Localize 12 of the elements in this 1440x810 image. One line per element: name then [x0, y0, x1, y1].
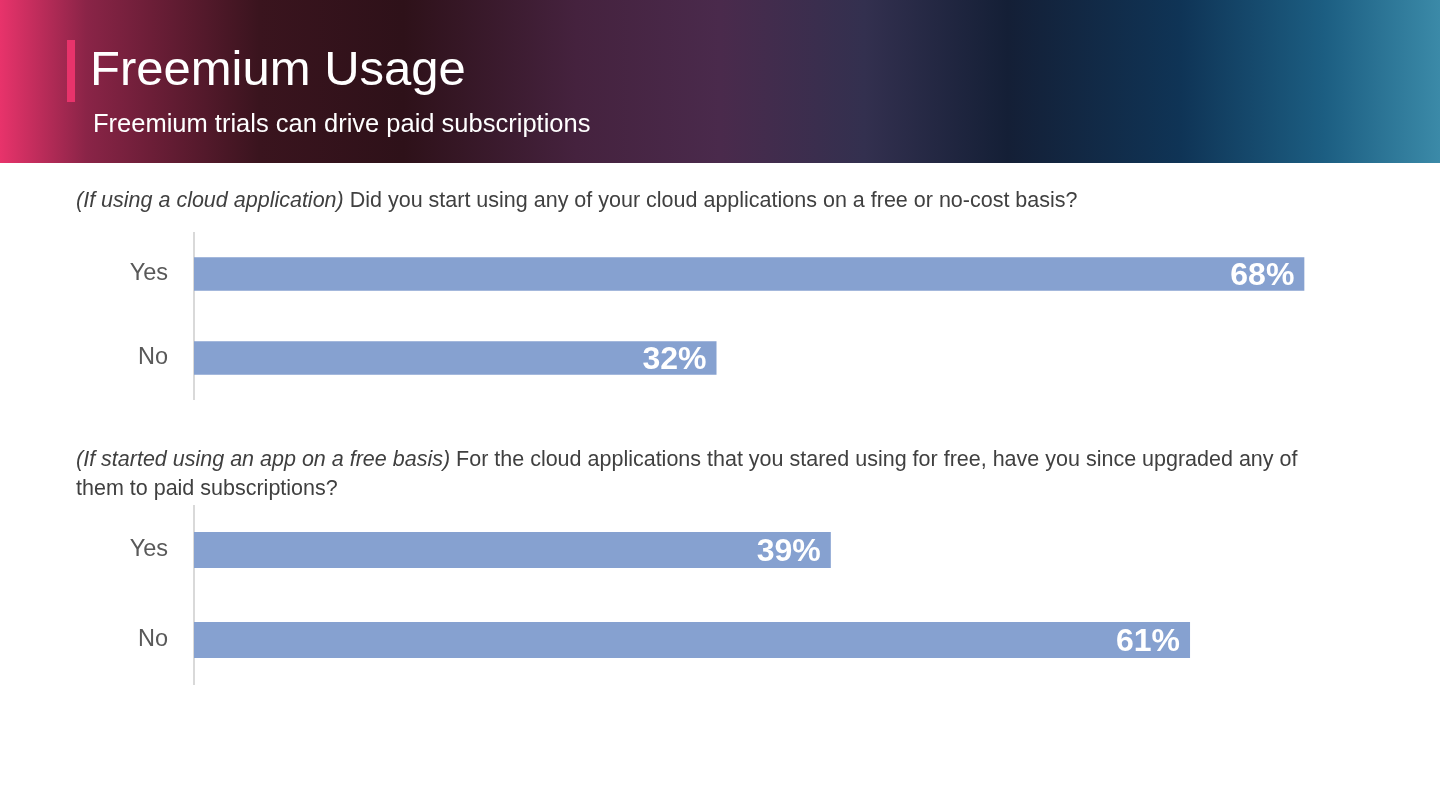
data-label: 32% — [642, 339, 707, 376]
y-tick-label: Yes — [129, 535, 168, 562]
chart-title: (If started using an app on a free basis) For the cloud applications that you stared using for free, have you since upgraded any of them to paid subscriptions? — [76, 447, 1298, 500]
y-tick-label: No — [137, 625, 168, 652]
data-label: 39% — [756, 531, 821, 568]
text: Freemium Usage — [90, 40, 466, 96]
y-tick-label: No — [137, 343, 168, 370]
y-tick-label: Yes — [129, 259, 168, 286]
data-label: 68% — [1230, 255, 1295, 292]
chart-title: (If using a cloud application) Did you start using any of your cloud applications on a free or no-cost basis? — [76, 187, 1079, 213]
data-label: 61% — [1116, 621, 1181, 658]
text: Freemium trials can drive paid subscriptions — [93, 108, 591, 138]
